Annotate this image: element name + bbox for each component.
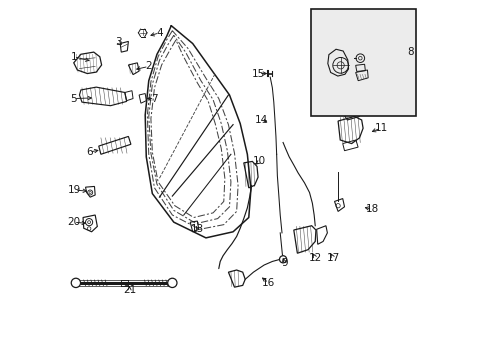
Text: 9: 9: [281, 258, 287, 268]
Text: 3: 3: [115, 37, 122, 48]
Circle shape: [167, 278, 177, 288]
Circle shape: [71, 278, 81, 288]
Circle shape: [279, 256, 286, 263]
Text: 4: 4: [156, 28, 163, 38]
Text: 20: 20: [67, 217, 80, 227]
Text: 8: 8: [407, 47, 413, 57]
Text: 17: 17: [326, 253, 339, 263]
Text: 18: 18: [365, 204, 378, 214]
Text: 5: 5: [70, 94, 77, 104]
Text: 12: 12: [308, 253, 321, 263]
Text: 19: 19: [68, 185, 81, 195]
Text: 1: 1: [70, 52, 77, 62]
Text: 13: 13: [190, 224, 203, 234]
Text: 2: 2: [145, 62, 152, 71]
Text: 15: 15: [252, 68, 265, 78]
Text: 11: 11: [374, 123, 387, 133]
Text: 14: 14: [255, 115, 268, 125]
Text: 21: 21: [122, 285, 136, 295]
Text: 7: 7: [151, 94, 158, 104]
Bar: [310, 9, 415, 116]
Text: 10: 10: [252, 157, 265, 166]
Text: 6: 6: [85, 147, 92, 157]
Text: 16: 16: [262, 278, 275, 288]
